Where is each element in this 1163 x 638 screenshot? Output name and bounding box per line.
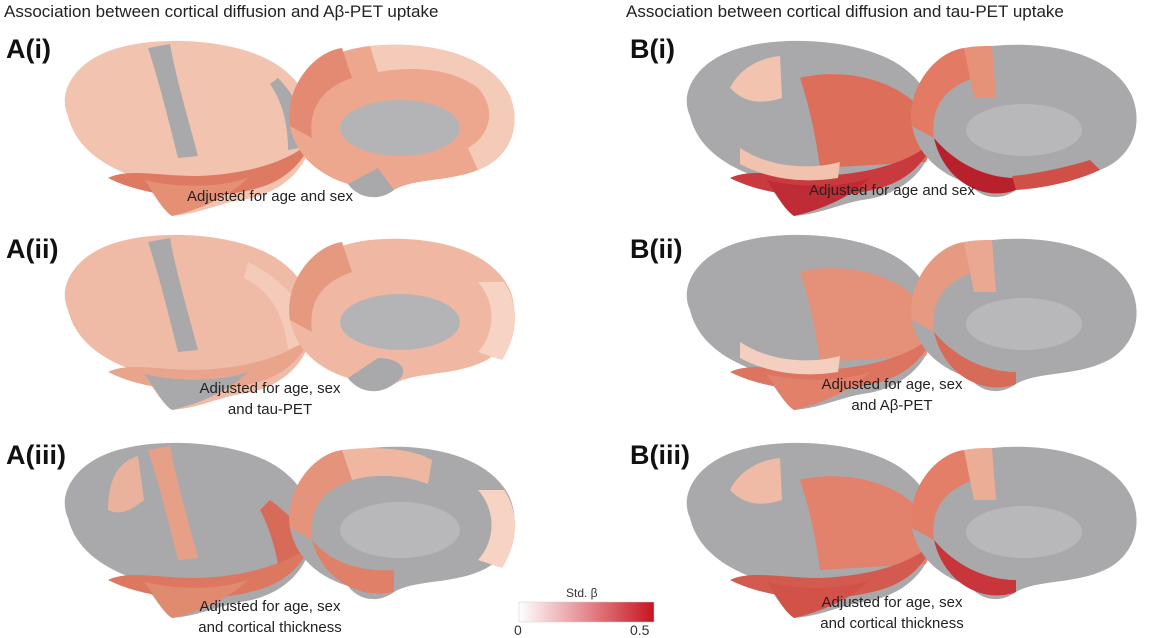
caption-b-i: Adjusted for age and sex: [809, 182, 975, 199]
brain-b-ii-medial: [911, 238, 1137, 392]
colorbar: [518, 601, 655, 623]
panel-label-a-iii: A(iii): [6, 440, 66, 470]
panel-label-a-ii: A(ii): [6, 234, 59, 264]
brain-a-ii-medial: [289, 238, 515, 392]
panel-label-a-i: A(i): [6, 34, 51, 64]
left-column-title: Association between cortical diffusion a…: [4, 2, 439, 21]
panel-label-b-i: B(i): [630, 34, 675, 64]
brain-a-i-medial: [289, 44, 515, 198]
brain-b-iii-medial: [911, 446, 1137, 600]
caption-a-ii: Adjusted for age, sex and tau-PET: [199, 380, 341, 418]
brain-a-iii-medial: [289, 446, 515, 600]
colorbar-title: Std. β: [566, 586, 598, 600]
brain-b-i-medial: [911, 44, 1137, 198]
right-column-title: Association between cortical diffusion a…: [626, 2, 1064, 21]
colorbar-max-label: 0.5: [630, 622, 650, 638]
panel-label-b-iii: B(iii): [630, 440, 690, 470]
caption-b-iii: Adjusted for age, sex and cortical thick…: [820, 594, 964, 632]
brain-b-iii: [686, 442, 935, 618]
brain-b-ii: [686, 234, 935, 410]
caption-a-iii: Adjusted for age, sex and cortical thick…: [198, 598, 342, 636]
colorbar-min-label: 0: [514, 622, 522, 638]
brain-b-i: [686, 40, 935, 217]
caption-a-i: Adjusted for age and sex: [187, 188, 353, 205]
brain-a-iii: [64, 442, 313, 618]
panel-label-b-ii: B(ii): [630, 234, 683, 264]
caption-b-ii: Adjusted for age, sex and Aβ-PET: [821, 376, 963, 414]
